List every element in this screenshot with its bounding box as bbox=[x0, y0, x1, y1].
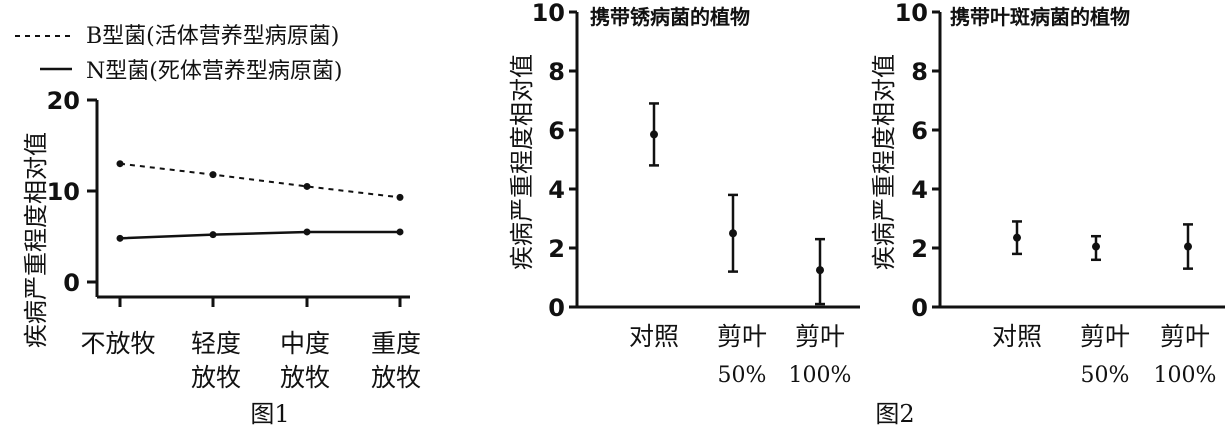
fig1-y-tick-label: 10 bbox=[47, 178, 80, 206]
fig2-panel2-y-tick-label: 4 bbox=[911, 176, 928, 204]
chart-marks: 0 10 20 0 2 4 6 8 10 0 2 4 6 8 10 bbox=[47, 0, 1225, 322]
fig1-series-n-point bbox=[209, 231, 217, 239]
fig2-panel2-title: 携带叶斑病菌的植物 bbox=[950, 5, 1130, 29]
fig1-cat-label: 放牧 bbox=[280, 363, 330, 392]
fig2-panel2-y-tick-label: 10 bbox=[895, 0, 928, 27]
fig2-panel1-y-tick-label: 6 bbox=[548, 117, 565, 145]
fig2-panel1-title: 携带锈病菌的植物 bbox=[590, 5, 750, 29]
legend-b-label: B型菌(活体营养型病原菌) bbox=[86, 24, 339, 49]
fig2-panel1-y-tick-label: 8 bbox=[548, 58, 565, 86]
fig2-panel1-y-tick-label: 0 bbox=[548, 294, 565, 322]
fig1-y-tick-label: 0 bbox=[63, 269, 80, 297]
fig2-panel1-y-tick-label: 10 bbox=[532, 0, 565, 27]
figure1: B型菌(活体营养型病原菌) N型菌(死体营养型病原菌) 疾病严重程度相对值 不放… bbox=[15, 24, 421, 428]
fig1-series-n-point bbox=[303, 228, 311, 236]
fig2-p1-cat-label: 50% bbox=[718, 363, 767, 388]
fig1-cat-label: 放牧 bbox=[191, 363, 241, 392]
fig2-p1-cat-label: 剪叶 bbox=[717, 322, 767, 351]
fig2-p1-cat-label: 100% bbox=[789, 363, 852, 388]
fig1-cat-label: 放牧 bbox=[371, 363, 421, 392]
fig2-p2-cat-label: 对照 bbox=[992, 322, 1042, 351]
figure2: 疾病严重程度相对值 疾病严重程度相对值 携带锈病菌的植物 携带叶斑病菌的植物 对… bbox=[508, 5, 1216, 428]
fig1-ylabel: 疾病严重程度相对值 bbox=[22, 132, 50, 348]
fig2-panel2-point bbox=[1013, 233, 1021, 242]
fig2-panel2-ylabel: 疾病严重程度相对值 bbox=[870, 54, 898, 270]
fig2-panel2-point bbox=[1092, 242, 1100, 251]
fig1-series-b-point bbox=[209, 171, 217, 179]
fig2-panel2-y-tick-label: 8 bbox=[911, 58, 928, 86]
fig2-panel1-y-tick-label: 2 bbox=[548, 235, 565, 263]
fig1-series-n-point bbox=[396, 228, 404, 236]
fig2-panel1-point bbox=[729, 229, 737, 238]
fig1-y-tick-label: 20 bbox=[47, 87, 80, 115]
fig1-cat-label: 不放牧 bbox=[80, 329, 155, 358]
fig2-panel2-y-tick-label: 2 bbox=[911, 235, 928, 263]
fig1-caption: 图1 bbox=[250, 400, 289, 428]
fig2-p2-cat-label: 100% bbox=[1154, 363, 1217, 388]
fig1-cat-label: 轻度 bbox=[191, 329, 241, 358]
fig2-panel2-y-tick-label: 6 bbox=[911, 117, 928, 145]
fig2-p2-cat-label: 50% bbox=[1081, 363, 1130, 388]
fig2-p1-cat-label: 剪叶 bbox=[795, 322, 845, 351]
fig1-series-b-line bbox=[119, 162, 401, 199]
fig2-p2-cat-label: 剪叶 bbox=[1080, 322, 1130, 351]
fig2-panel2-y-tick-label: 0 bbox=[911, 294, 928, 322]
fig2-p1-cat-label: 对照 bbox=[629, 322, 679, 351]
fig2-panel1-point bbox=[816, 266, 824, 275]
fig2-panel1-y-tick-label: 4 bbox=[548, 176, 565, 204]
fig1-series-b-point bbox=[116, 160, 124, 168]
fig2-p2-cat-label: 剪叶 bbox=[1160, 322, 1210, 351]
fig1-series-n-point bbox=[116, 234, 124, 242]
fig1-series-n-line bbox=[119, 230, 400, 240]
fig2-panel1-point bbox=[650, 130, 658, 139]
fig1-cat-label: 重度 bbox=[371, 329, 421, 358]
fig2-panel1-ylabel: 疾病严重程度相对值 bbox=[508, 54, 536, 270]
fig2-panel2-point bbox=[1184, 242, 1192, 251]
fig1-series-b-point bbox=[396, 193, 404, 201]
fig2-caption: 图2 bbox=[875, 400, 914, 428]
fig1-series-b-point bbox=[303, 182, 311, 190]
fig1-cat-label: 中度 bbox=[280, 329, 330, 358]
legend-n-label: N型菌(死体营养型病原菌) bbox=[86, 59, 342, 84]
